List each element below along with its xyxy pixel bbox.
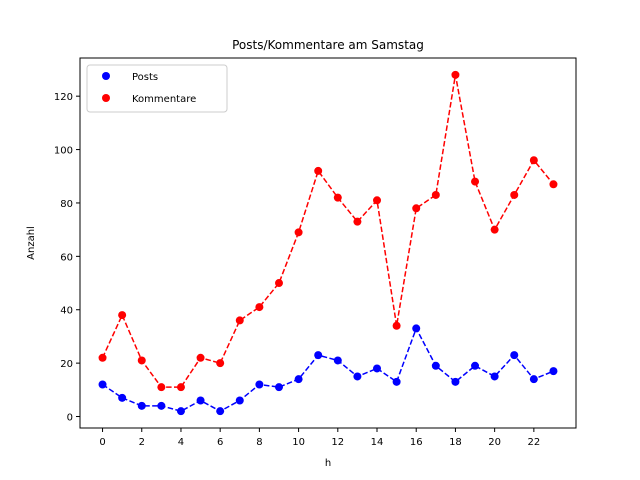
- x-tick-label: 4: [178, 437, 184, 448]
- plot-frame: [79, 57, 577, 429]
- y-tick-label: 20: [60, 359, 73, 370]
- x-tick-label: 2: [139, 437, 145, 448]
- data-point-posts: [294, 375, 303, 384]
- data-point-posts: [118, 393, 127, 402]
- x-tick-label: 14: [371, 437, 384, 448]
- y-tick-label: 0: [67, 413, 73, 424]
- data-point-kommentare: [235, 316, 244, 325]
- data-point-kommentare: [333, 193, 342, 202]
- y-tick-label: 40: [60, 306, 73, 317]
- y-tick-label: 80: [60, 199, 73, 210]
- data-point-posts: [176, 407, 185, 416]
- legend-label-posts: Posts: [132, 72, 158, 83]
- x-tick-label: 8: [256, 437, 262, 448]
- data-point-posts: [157, 401, 166, 410]
- data-point-kommentare: [137, 356, 146, 365]
- x-tick-label: 16: [410, 437, 423, 448]
- axis-ticks: 0 2 4 6 8 10 12 14 16 18 20 22 0 20 40 60 80 100 120: [54, 92, 540, 448]
- data-point-kommentare: [216, 359, 225, 368]
- x-tick-label: 12: [331, 437, 344, 448]
- data-point-kommentare: [176, 383, 185, 392]
- data-point-posts: [255, 380, 264, 389]
- legend-label-kommentare: Kommentare: [132, 94, 196, 105]
- data-point-kommentare: [196, 353, 205, 362]
- chart-title: Posts/Kommentare am Samstag: [232, 38, 424, 52]
- data-point-kommentare: [510, 190, 519, 199]
- legend: Posts Kommentare: [86, 64, 228, 113]
- data-point-kommentare: [118, 311, 127, 320]
- data-point-kommentare: [157, 383, 166, 392]
- legend-marker-posts: [102, 72, 110, 80]
- data-point-posts: [392, 377, 401, 386]
- data-point-posts: [471, 361, 480, 370]
- data-point-kommentare: [294, 228, 303, 237]
- data-point-posts: [333, 356, 342, 365]
- data-point-posts: [274, 383, 283, 392]
- x-axis-label: h: [325, 458, 331, 469]
- x-tick-label: 18: [449, 437, 462, 448]
- data-point-kommentare: [549, 180, 558, 189]
- data-point-kommentare: [490, 225, 499, 234]
- data-point-kommentare: [412, 204, 421, 213]
- y-tick-label: 60: [60, 252, 73, 263]
- data-point-posts: [529, 375, 538, 384]
- plot-markers: [98, 70, 558, 416]
- data-point-posts: [137, 401, 146, 410]
- data-point-posts: [451, 377, 460, 386]
- data-point-kommentare: [451, 70, 460, 79]
- data-point-posts: [431, 361, 440, 370]
- x-tick-label: 0: [99, 437, 105, 448]
- data-point-kommentare: [529, 156, 538, 165]
- data-point-posts: [510, 351, 519, 360]
- data-point-kommentare: [392, 321, 401, 330]
- data-point-posts: [98, 380, 107, 389]
- legend-box: [86, 64, 228, 113]
- data-point-posts: [373, 364, 382, 373]
- x-tick-label: 20: [488, 437, 501, 448]
- data-point-kommentare: [98, 353, 107, 362]
- data-point-posts: [549, 367, 558, 376]
- data-point-kommentare: [274, 279, 283, 288]
- data-point-posts: [490, 372, 499, 381]
- data-point-kommentare: [431, 190, 440, 199]
- data-point-kommentare: [373, 196, 382, 205]
- x-tick-label: 10: [292, 437, 305, 448]
- data-point-kommentare: [255, 303, 264, 312]
- data-point-posts: [235, 396, 244, 405]
- x-tick-label: 22: [527, 437, 540, 448]
- data-point-posts: [196, 396, 205, 405]
- data-point-posts: [412, 324, 421, 333]
- data-point-posts: [314, 351, 323, 360]
- data-point-kommentare: [314, 166, 323, 175]
- legend-marker-kommentare: [102, 94, 110, 102]
- data-point-posts: [216, 407, 225, 416]
- y-tick-label: 120: [54, 92, 73, 103]
- data-point-posts: [353, 372, 362, 381]
- x-tick-label: 6: [217, 437, 223, 448]
- y-axis-label: Anzahl: [26, 226, 37, 260]
- data-point-kommentare: [353, 217, 362, 226]
- data-point-kommentare: [471, 177, 480, 186]
- y-tick-label: 100: [54, 146, 73, 157]
